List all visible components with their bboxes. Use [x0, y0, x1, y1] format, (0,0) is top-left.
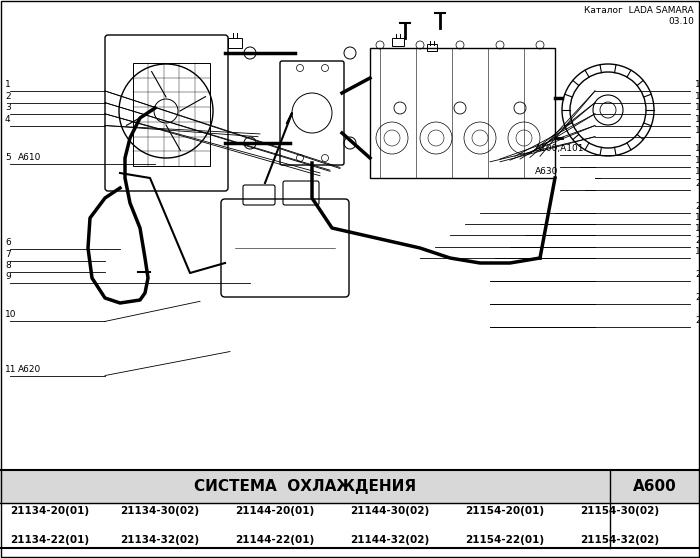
Text: 21154-22(01): 21154-22(01) — [465, 535, 544, 545]
Text: 18: 18 — [695, 156, 700, 165]
Text: 5: 5 — [5, 153, 10, 162]
Text: 21154-30(02): 21154-30(02) — [580, 507, 659, 516]
Text: 2: 2 — [695, 235, 700, 244]
Text: Каталог  LADA SAMARA: Каталог LADA SAMARA — [584, 6, 694, 15]
Text: А100,А101: А100,А101 — [535, 144, 584, 153]
Text: 4: 4 — [5, 114, 10, 123]
Text: 7: 7 — [5, 249, 10, 258]
Text: 21154-32(02): 21154-32(02) — [580, 535, 659, 545]
Text: 22: 22 — [695, 270, 700, 279]
Text: 12: 12 — [695, 80, 700, 89]
Text: 11: 11 — [5, 364, 17, 373]
Text: 21144-20(01): 21144-20(01) — [235, 507, 314, 516]
Text: 10: 10 — [5, 310, 17, 319]
Text: 21: 21 — [695, 201, 700, 210]
Text: 24: 24 — [695, 316, 700, 325]
Text: 21134-30(02): 21134-30(02) — [120, 507, 199, 516]
Bar — [133, 63, 210, 166]
Text: 1: 1 — [695, 247, 700, 256]
Text: 14: 14 — [695, 103, 700, 112]
Text: 20: 20 — [695, 179, 700, 187]
Text: 16: 16 — [695, 126, 700, 134]
Text: 13: 13 — [695, 92, 700, 100]
Bar — [228, 38, 242, 47]
Bar — [370, 48, 555, 178]
Bar — [427, 44, 437, 51]
Text: А620: А620 — [18, 364, 41, 373]
Circle shape — [570, 72, 646, 148]
Text: СИСТЕМА  ОХЛАЖДЕНИЯ: СИСТЕМА ОХЛАЖДЕНИЯ — [194, 479, 416, 494]
Text: 21144-30(02): 21144-30(02) — [350, 507, 429, 516]
Text: 9: 9 — [5, 272, 10, 281]
Text: 8: 8 — [5, 261, 10, 270]
Text: 6: 6 — [5, 238, 10, 247]
Text: 17: 17 — [695, 224, 700, 233]
Text: 1: 1 — [5, 80, 10, 89]
Text: 21134-22(01): 21134-22(01) — [10, 535, 89, 545]
Text: 19: 19 — [695, 167, 700, 176]
Text: А610: А610 — [18, 153, 41, 162]
Text: 21154-20(01): 21154-20(01) — [465, 507, 544, 516]
Text: 21134-32(02): 21134-32(02) — [120, 535, 199, 545]
Text: А630: А630 — [535, 167, 559, 176]
Text: 18: 18 — [695, 213, 700, 222]
Text: 21134-20(01): 21134-20(01) — [10, 507, 89, 516]
Text: 23: 23 — [695, 293, 700, 302]
Text: 17: 17 — [695, 144, 700, 153]
Text: А600: А600 — [634, 479, 677, 494]
Text: 21144-22(01): 21144-22(01) — [235, 535, 314, 545]
Text: 03.10: 03.10 — [668, 17, 694, 26]
Text: 21144-32(02): 21144-32(02) — [350, 535, 429, 545]
Bar — [392, 37, 404, 46]
Text: 3: 3 — [5, 103, 10, 112]
Text: 2: 2 — [5, 92, 10, 100]
Text: 15: 15 — [695, 114, 700, 123]
